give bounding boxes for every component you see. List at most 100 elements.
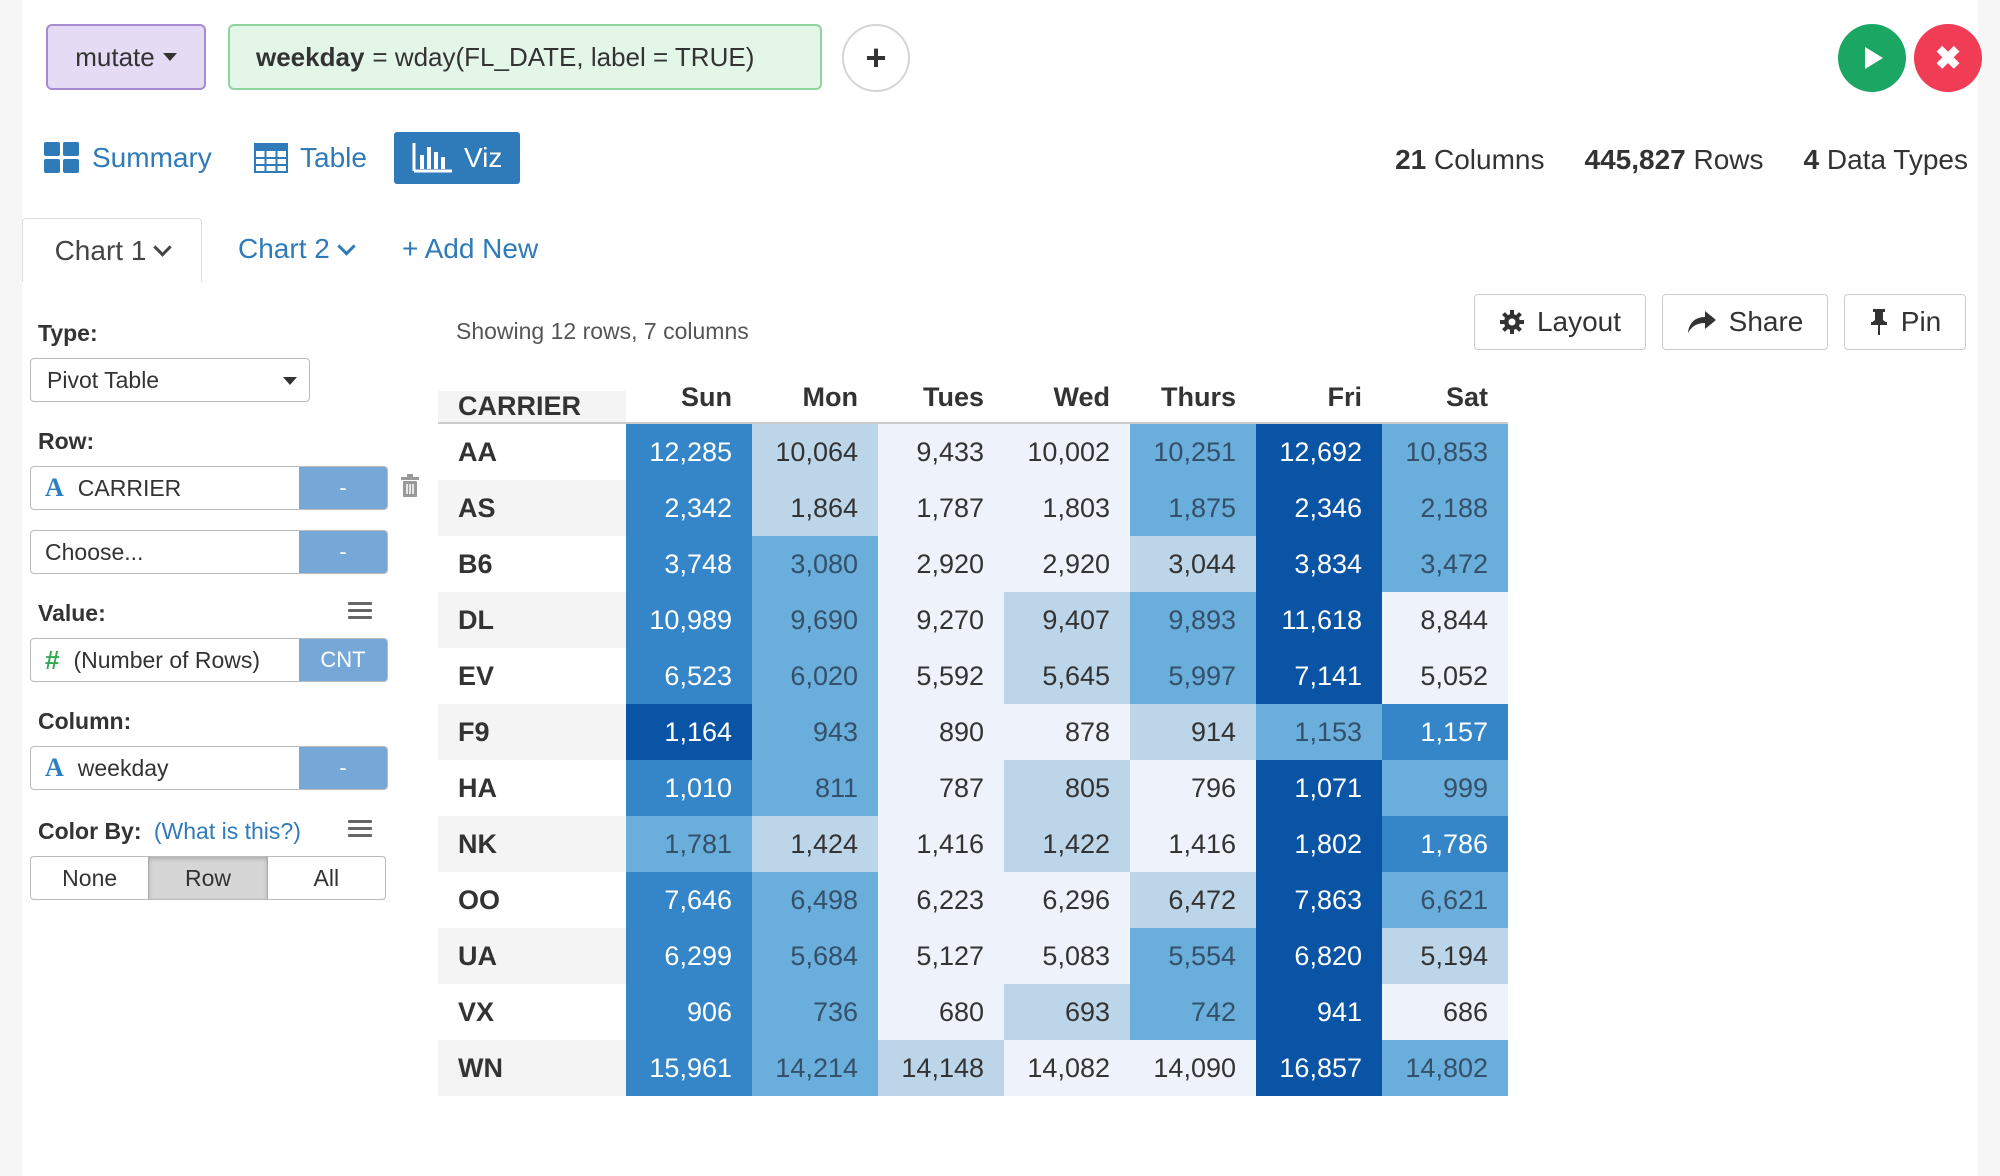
pivot-cell[interactable]: 2,920 [878, 536, 1004, 592]
pivot-cell[interactable]: 5,592 [878, 648, 1004, 704]
pivot-cell[interactable]: 1,802 [1256, 816, 1382, 872]
pivot-cell[interactable]: 1,864 [752, 480, 878, 536]
pivot-cell[interactable]: 9,690 [752, 592, 878, 648]
colorby-none[interactable]: None [62, 864, 118, 891]
pivot-cell[interactable]: 8,844 [1382, 592, 1508, 648]
tab-chart-2[interactable]: Chart 2 [238, 218, 356, 280]
view-summary[interactable]: Summary [44, 132, 212, 184]
pivot-cell[interactable]: 890 [878, 704, 1004, 760]
pivot-cell[interactable]: 2,346 [1256, 480, 1382, 536]
value-menu-icon[interactable] [348, 602, 372, 620]
chart-type-select[interactable]: Pivot Table [30, 358, 310, 402]
pivot-cell[interactable]: 742 [1130, 984, 1256, 1040]
pivot-cell[interactable]: 1,157 [1382, 704, 1508, 760]
layout-button[interactable]: Layout [1474, 294, 1646, 350]
pivot-cell[interactable]: 11,618 [1256, 592, 1382, 648]
pivot-cell[interactable]: 1,786 [1382, 816, 1508, 872]
pivot-cell[interactable]: 10,853 [1382, 424, 1508, 480]
pivot-cell[interactable]: 12,692 [1256, 424, 1382, 480]
pivot-cell[interactable]: 5,684 [752, 928, 878, 984]
view-table[interactable]: Table [254, 132, 367, 184]
pivot-cell[interactable]: 1,153 [1256, 704, 1382, 760]
command-verb-dropdown[interactable]: mutate [46, 24, 206, 90]
pivot-cell[interactable]: 1,803 [1004, 480, 1130, 536]
pivot-cell[interactable]: 805 [1004, 760, 1130, 816]
pivot-cell[interactable]: 796 [1130, 760, 1256, 816]
pivot-cell[interactable]: 1,781 [626, 816, 752, 872]
pivot-cell[interactable]: 1,787 [878, 480, 1004, 536]
pivot-cell[interactable]: 5,127 [878, 928, 1004, 984]
pivot-cell[interactable]: 14,802 [1382, 1040, 1508, 1096]
pivot-cell[interactable]: 16,857 [1256, 1040, 1382, 1096]
pivot-cell[interactable]: 1,416 [878, 816, 1004, 872]
pivot-cell[interactable]: 1,164 [626, 704, 752, 760]
pivot-cell[interactable]: 5,997 [1130, 648, 1256, 704]
pivot-cell[interactable]: 14,090 [1130, 1040, 1256, 1096]
pivot-cell[interactable]: 14,148 [878, 1040, 1004, 1096]
cancel-button[interactable]: ✖ [1914, 24, 1982, 92]
add-step-button[interactable]: + [842, 24, 910, 92]
pivot-cell[interactable]: 1,010 [626, 760, 752, 816]
pivot-cell[interactable]: 5,554 [1130, 928, 1256, 984]
pivot-cell[interactable]: 941 [1256, 984, 1382, 1040]
pivot-cell[interactable]: 5,052 [1382, 648, 1508, 704]
add-chart-button[interactable]: + Add New [402, 218, 538, 280]
pivot-cell[interactable]: 999 [1382, 760, 1508, 816]
row-field-1-option[interactable]: - [299, 467, 387, 509]
colorby-all[interactable]: All [313, 864, 340, 891]
pivot-cell[interactable]: 10,989 [626, 592, 752, 648]
pivot-cell[interactable]: 3,472 [1382, 536, 1508, 592]
pivot-cell[interactable]: 906 [626, 984, 752, 1040]
pivot-cell[interactable]: 686 [1382, 984, 1508, 1040]
pivot-cell[interactable]: 6,820 [1256, 928, 1382, 984]
pivot-cell[interactable]: 3,044 [1130, 536, 1256, 592]
share-button[interactable]: Share [1662, 294, 1828, 350]
command-expression[interactable]: weekday = wday(FL_DATE, label = TRUE) [228, 24, 822, 90]
pivot-cell[interactable]: 7,646 [626, 872, 752, 928]
row-field-1[interactable]: A CARRIER - [30, 466, 388, 510]
pivot-cell[interactable]: 693 [1004, 984, 1130, 1040]
trash-icon[interactable] [400, 474, 420, 498]
pivot-cell[interactable]: 787 [878, 760, 1004, 816]
run-button[interactable] [1838, 24, 1906, 92]
pivot-cell[interactable]: 9,270 [878, 592, 1004, 648]
view-viz[interactable]: Viz [394, 132, 521, 184]
pivot-cell[interactable]: 811 [752, 760, 878, 816]
value-field[interactable]: # (Number of Rows) CNT [30, 638, 388, 682]
column-field[interactable]: A weekday - [30, 746, 388, 790]
pivot-cell[interactable]: 914 [1130, 704, 1256, 760]
row-field-2[interactable]: Choose... - [30, 530, 388, 574]
pivot-cell[interactable]: 14,082 [1004, 1040, 1130, 1096]
pivot-cell[interactable]: 3,080 [752, 536, 878, 592]
pivot-cell[interactable]: 1,422 [1004, 816, 1130, 872]
pivot-cell[interactable]: 943 [752, 704, 878, 760]
pivot-cell[interactable]: 6,299 [626, 928, 752, 984]
pivot-cell[interactable]: 5,645 [1004, 648, 1130, 704]
pivot-cell[interactable]: 6,223 [878, 872, 1004, 928]
pivot-cell[interactable]: 10,251 [1130, 424, 1256, 480]
pivot-cell[interactable]: 2,188 [1382, 480, 1508, 536]
pivot-cell[interactable]: 6,621 [1382, 872, 1508, 928]
pivot-cell[interactable]: 2,342 [626, 480, 752, 536]
pivot-cell[interactable]: 736 [752, 984, 878, 1040]
pivot-cell[interactable]: 15,961 [626, 1040, 752, 1096]
colorby-help-link[interactable]: (What is this?) [153, 818, 301, 844]
column-field-option[interactable]: - [299, 747, 387, 789]
pivot-cell[interactable]: 10,064 [752, 424, 878, 480]
pivot-cell[interactable]: 1,071 [1256, 760, 1382, 816]
pivot-cell[interactable]: 9,433 [878, 424, 1004, 480]
value-aggregation[interactable]: CNT [299, 639, 387, 681]
pin-button[interactable]: Pin [1844, 294, 1966, 350]
pivot-cell[interactable]: 6,523 [626, 648, 752, 704]
pivot-cell[interactable]: 9,407 [1004, 592, 1130, 648]
pivot-cell[interactable]: 3,834 [1256, 536, 1382, 592]
pivot-cell[interactable]: 6,020 [752, 648, 878, 704]
pivot-cell[interactable]: 2,920 [1004, 536, 1130, 592]
pivot-cell[interactable]: 5,194 [1382, 928, 1508, 984]
pivot-cell[interactable]: 6,498 [752, 872, 878, 928]
colorby-row[interactable]: Row [148, 857, 268, 899]
pivot-cell[interactable]: 1,424 [752, 816, 878, 872]
pivot-cell[interactable]: 7,863 [1256, 872, 1382, 928]
pivot-cell[interactable]: 6,296 [1004, 872, 1130, 928]
pivot-cell[interactable]: 12,285 [626, 424, 752, 480]
